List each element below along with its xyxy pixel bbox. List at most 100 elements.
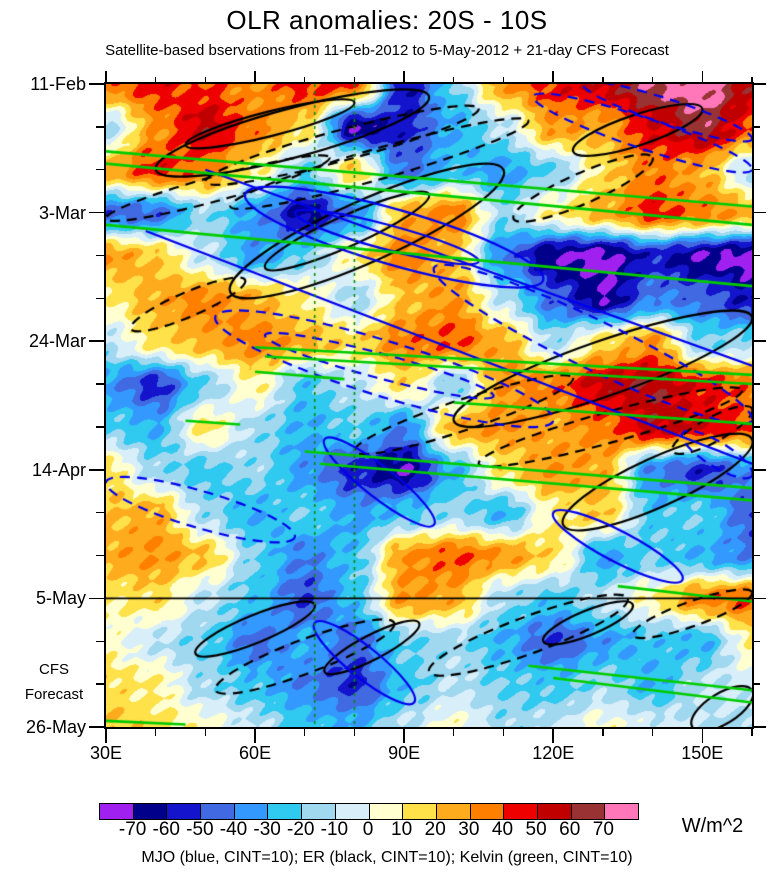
colorbar-tick-label: -50 <box>186 819 214 840</box>
axis-tickmark <box>304 729 306 736</box>
colorbar-tick-label: 10 <box>391 819 413 840</box>
colorbar-swatch <box>402 804 436 819</box>
axis-tickmark <box>754 83 766 85</box>
plot-area <box>104 82 754 729</box>
colorbar-tick-label: -40 <box>219 819 248 840</box>
axis-tickmark <box>105 729 107 743</box>
axis-tickmark <box>754 511 760 514</box>
colorbar-swatch <box>368 804 403 819</box>
axis-tickmark <box>89 726 104 728</box>
y-axis-tick-label: 26-May <box>25 717 86 737</box>
axis-tickmark <box>502 729 505 736</box>
axis-tickmark <box>96 168 104 171</box>
axis-tickmark <box>754 426 760 428</box>
y-axis-tick-label: 3-Mar <box>38 202 86 223</box>
colorbar-tick-label: 60 <box>559 819 581 840</box>
axis-tickmark <box>403 729 405 743</box>
axis-tickmark <box>754 297 760 299</box>
axis-tickmark <box>552 71 555 82</box>
axis-tickmark <box>96 297 104 299</box>
axis-tickmark <box>754 554 760 557</box>
axis-tickmark <box>754 383 760 385</box>
axis-tickmark <box>96 426 104 428</box>
chart-title: OLR anomalies: 20S - 10S <box>226 5 548 35</box>
axis-tickmark <box>754 469 766 471</box>
chart-subtitle: Satellite-based bservations from 11-Feb-… <box>105 42 669 59</box>
x-axis-tick-label: 90E <box>388 743 421 763</box>
colorbar-unit-label: W/m^2 <box>681 815 744 837</box>
x-axis-tick-label: 60E <box>239 743 272 763</box>
colorbar-tick-label: -10 <box>320 819 349 840</box>
colorbar-swatch <box>503 804 537 819</box>
axis-tickmark <box>154 77 157 82</box>
colorbar-tick-label: 40 <box>491 819 514 840</box>
axis-tickmark <box>89 340 104 343</box>
colorbar-tick-label: -30 <box>253 819 281 840</box>
axis-tickmark <box>204 729 207 736</box>
colorbar-swatch <box>604 804 638 819</box>
axis-tickmark <box>602 729 604 736</box>
axis-tickmark <box>754 726 766 728</box>
axis-tickmark <box>96 640 104 642</box>
axis-tickmark <box>751 729 753 736</box>
axis-tickmark <box>353 729 356 736</box>
axis-tickmark <box>89 469 104 471</box>
axis-tickmark <box>89 597 104 600</box>
axis-tickmark <box>754 597 766 600</box>
colorbar-swatch <box>570 804 605 819</box>
axis-tickmark <box>96 254 104 257</box>
axis-tickmark <box>89 211 104 214</box>
axis-tickmark <box>754 683 760 685</box>
colorbar-swatch <box>435 804 470 819</box>
axis-tickmark <box>701 71 704 82</box>
axis-tickmark <box>453 729 455 736</box>
axis-tickmark <box>754 168 760 171</box>
cfs-forecast-label-line1: CFS <box>39 661 69 678</box>
colorbar-swatch <box>267 804 302 819</box>
heatmap-canvas <box>106 84 752 727</box>
axis-tickmark <box>403 71 405 82</box>
contour-legend: MJO (blue, CINT=10); ER (black, CINT=10)… <box>141 849 633 866</box>
x-axis-tick-label: 30E <box>89 743 123 763</box>
axis-tickmark <box>754 126 760 128</box>
colorbar-tick-label: 50 <box>525 819 547 840</box>
colorbar-swatch <box>200 804 234 819</box>
colorbar-tick-label: -70 <box>118 819 147 840</box>
axis-tickmark <box>751 77 753 82</box>
y-axis-tick-label: 5-May <box>35 588 86 609</box>
axis-tickmark <box>96 554 104 557</box>
y-axis-tick-label: 11-Feb <box>30 74 86 94</box>
axis-tickmark <box>254 71 256 82</box>
colorbar-tick-label: 20 <box>424 819 446 840</box>
axis-tickmark <box>304 77 306 82</box>
axis-tickmark <box>89 83 104 85</box>
axis-tickmark <box>154 729 157 736</box>
axis-tickmark <box>502 77 505 82</box>
colorbar-tick-label: -20 <box>287 819 315 840</box>
colorbar-swatch <box>233 804 268 819</box>
colorbar-swatch <box>334 804 369 819</box>
y-axis-tick-label: 24-Mar <box>28 331 86 352</box>
colorbar-swatch <box>301 804 335 819</box>
axis-tickmark <box>754 211 766 214</box>
axis-tickmark <box>204 77 207 82</box>
axis-tickmark <box>651 77 654 82</box>
colorbar-swatch <box>100 804 133 819</box>
axis-tickmark <box>552 729 555 743</box>
colorbar-swatch <box>166 804 201 819</box>
colorbar-tick-label: -60 <box>152 819 180 840</box>
axis-tickmark <box>96 683 104 685</box>
axis-tickmark <box>254 729 256 743</box>
colorbar <box>99 803 639 820</box>
y-axis-tick-label: 14-Apr <box>31 459 86 480</box>
axis-tickmark <box>96 511 104 514</box>
colorbar-swatch <box>536 804 571 819</box>
colorbar-tick-label: 70 <box>592 819 614 840</box>
axis-tickmark <box>353 77 356 82</box>
axis-tickmark <box>651 729 654 736</box>
axis-tickmark <box>754 640 760 642</box>
axis-tickmark <box>105 71 107 82</box>
colorbar-swatch <box>469 804 504 819</box>
axis-tickmark <box>754 254 760 257</box>
